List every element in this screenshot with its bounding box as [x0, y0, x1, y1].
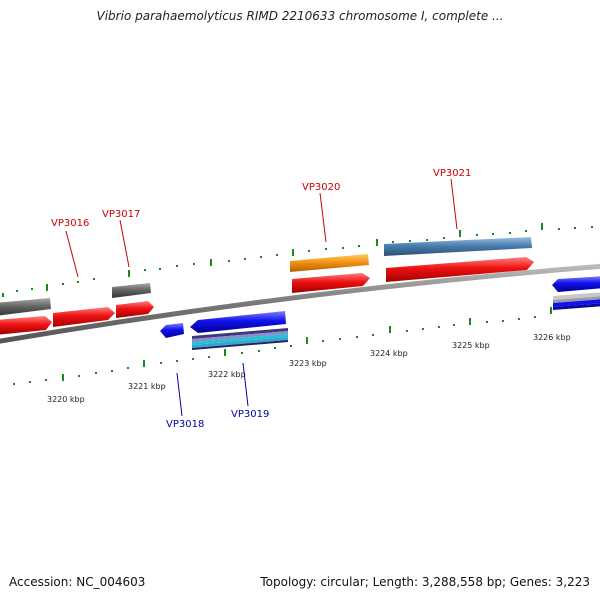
- scale-label-3221: 3221 kbp: [128, 382, 166, 391]
- scale-label-3224: 3224 kbp: [370, 349, 408, 358]
- gene-label-vp3017[interactable]: VP3017: [102, 209, 140, 220]
- striped-feature-vp3019[interactable]: [192, 328, 288, 350]
- forward-gene-vp3021[interactable]: [386, 257, 534, 282]
- scale-label-3220: 3220 kbp: [47, 395, 85, 404]
- leader-vp3020: [319, 192, 327, 243]
- scale-label-3222: 3222 kbp: [208, 370, 246, 379]
- striped-feature-right[interactable]: [553, 292, 600, 310]
- gene-label-vp3021[interactable]: VP3021: [433, 168, 471, 179]
- reverse-gene-vp3019[interactable]: [190, 311, 286, 333]
- forward-gene-vp3020[interactable]: [292, 273, 370, 293]
- grey-feature-vp3017[interactable]: [112, 283, 151, 298]
- leader-vp3019: [242, 362, 249, 407]
- gene-label-vp3019[interactable]: VP3019: [231, 409, 269, 420]
- chromosome-backbone: [0, 263, 600, 344]
- grey-feature-left[interactable]: [0, 298, 51, 316]
- orange-feature-vp3020[interactable]: [290, 254, 369, 272]
- leader-vp3017: [119, 219, 130, 268]
- leader-vp3016: [65, 230, 79, 278]
- scale-label-3223: 3223 kbp: [289, 359, 327, 368]
- gene-label-vp3020[interactable]: VP3020: [302, 182, 340, 193]
- leader-vp3021: [450, 178, 458, 230]
- reverse-gene-right[interactable]: [552, 276, 600, 292]
- reverse-gene-vp3018[interactable]: [160, 323, 184, 338]
- topology-text: Topology: circular; Length: 3,288,558 bp…: [260, 575, 590, 589]
- forward-tick-track: [2, 223, 593, 297]
- gene-label-vp3016[interactable]: VP3016: [51, 218, 89, 229]
- forward-gene-left[interactable]: [0, 316, 52, 335]
- reverse-tick-track: [13, 307, 552, 385]
- forward-gene-vp3016[interactable]: [53, 307, 115, 327]
- map-title: Vibrio parahaemolyticus RIMD 2210633 chr…: [96, 9, 504, 23]
- steelblue-feature-vp3021[interactable]: [384, 237, 532, 256]
- scale-label-3225: 3225 kbp: [452, 341, 490, 350]
- scale-label-3226: 3226 kbp: [533, 333, 571, 342]
- gene-label-vp3018[interactable]: VP3018: [166, 419, 204, 430]
- forward-gene-vp3017[interactable]: [116, 301, 154, 318]
- accession-text: Accession: NC_004603: [9, 575, 146, 589]
- leader-vp3018: [176, 372, 183, 417]
